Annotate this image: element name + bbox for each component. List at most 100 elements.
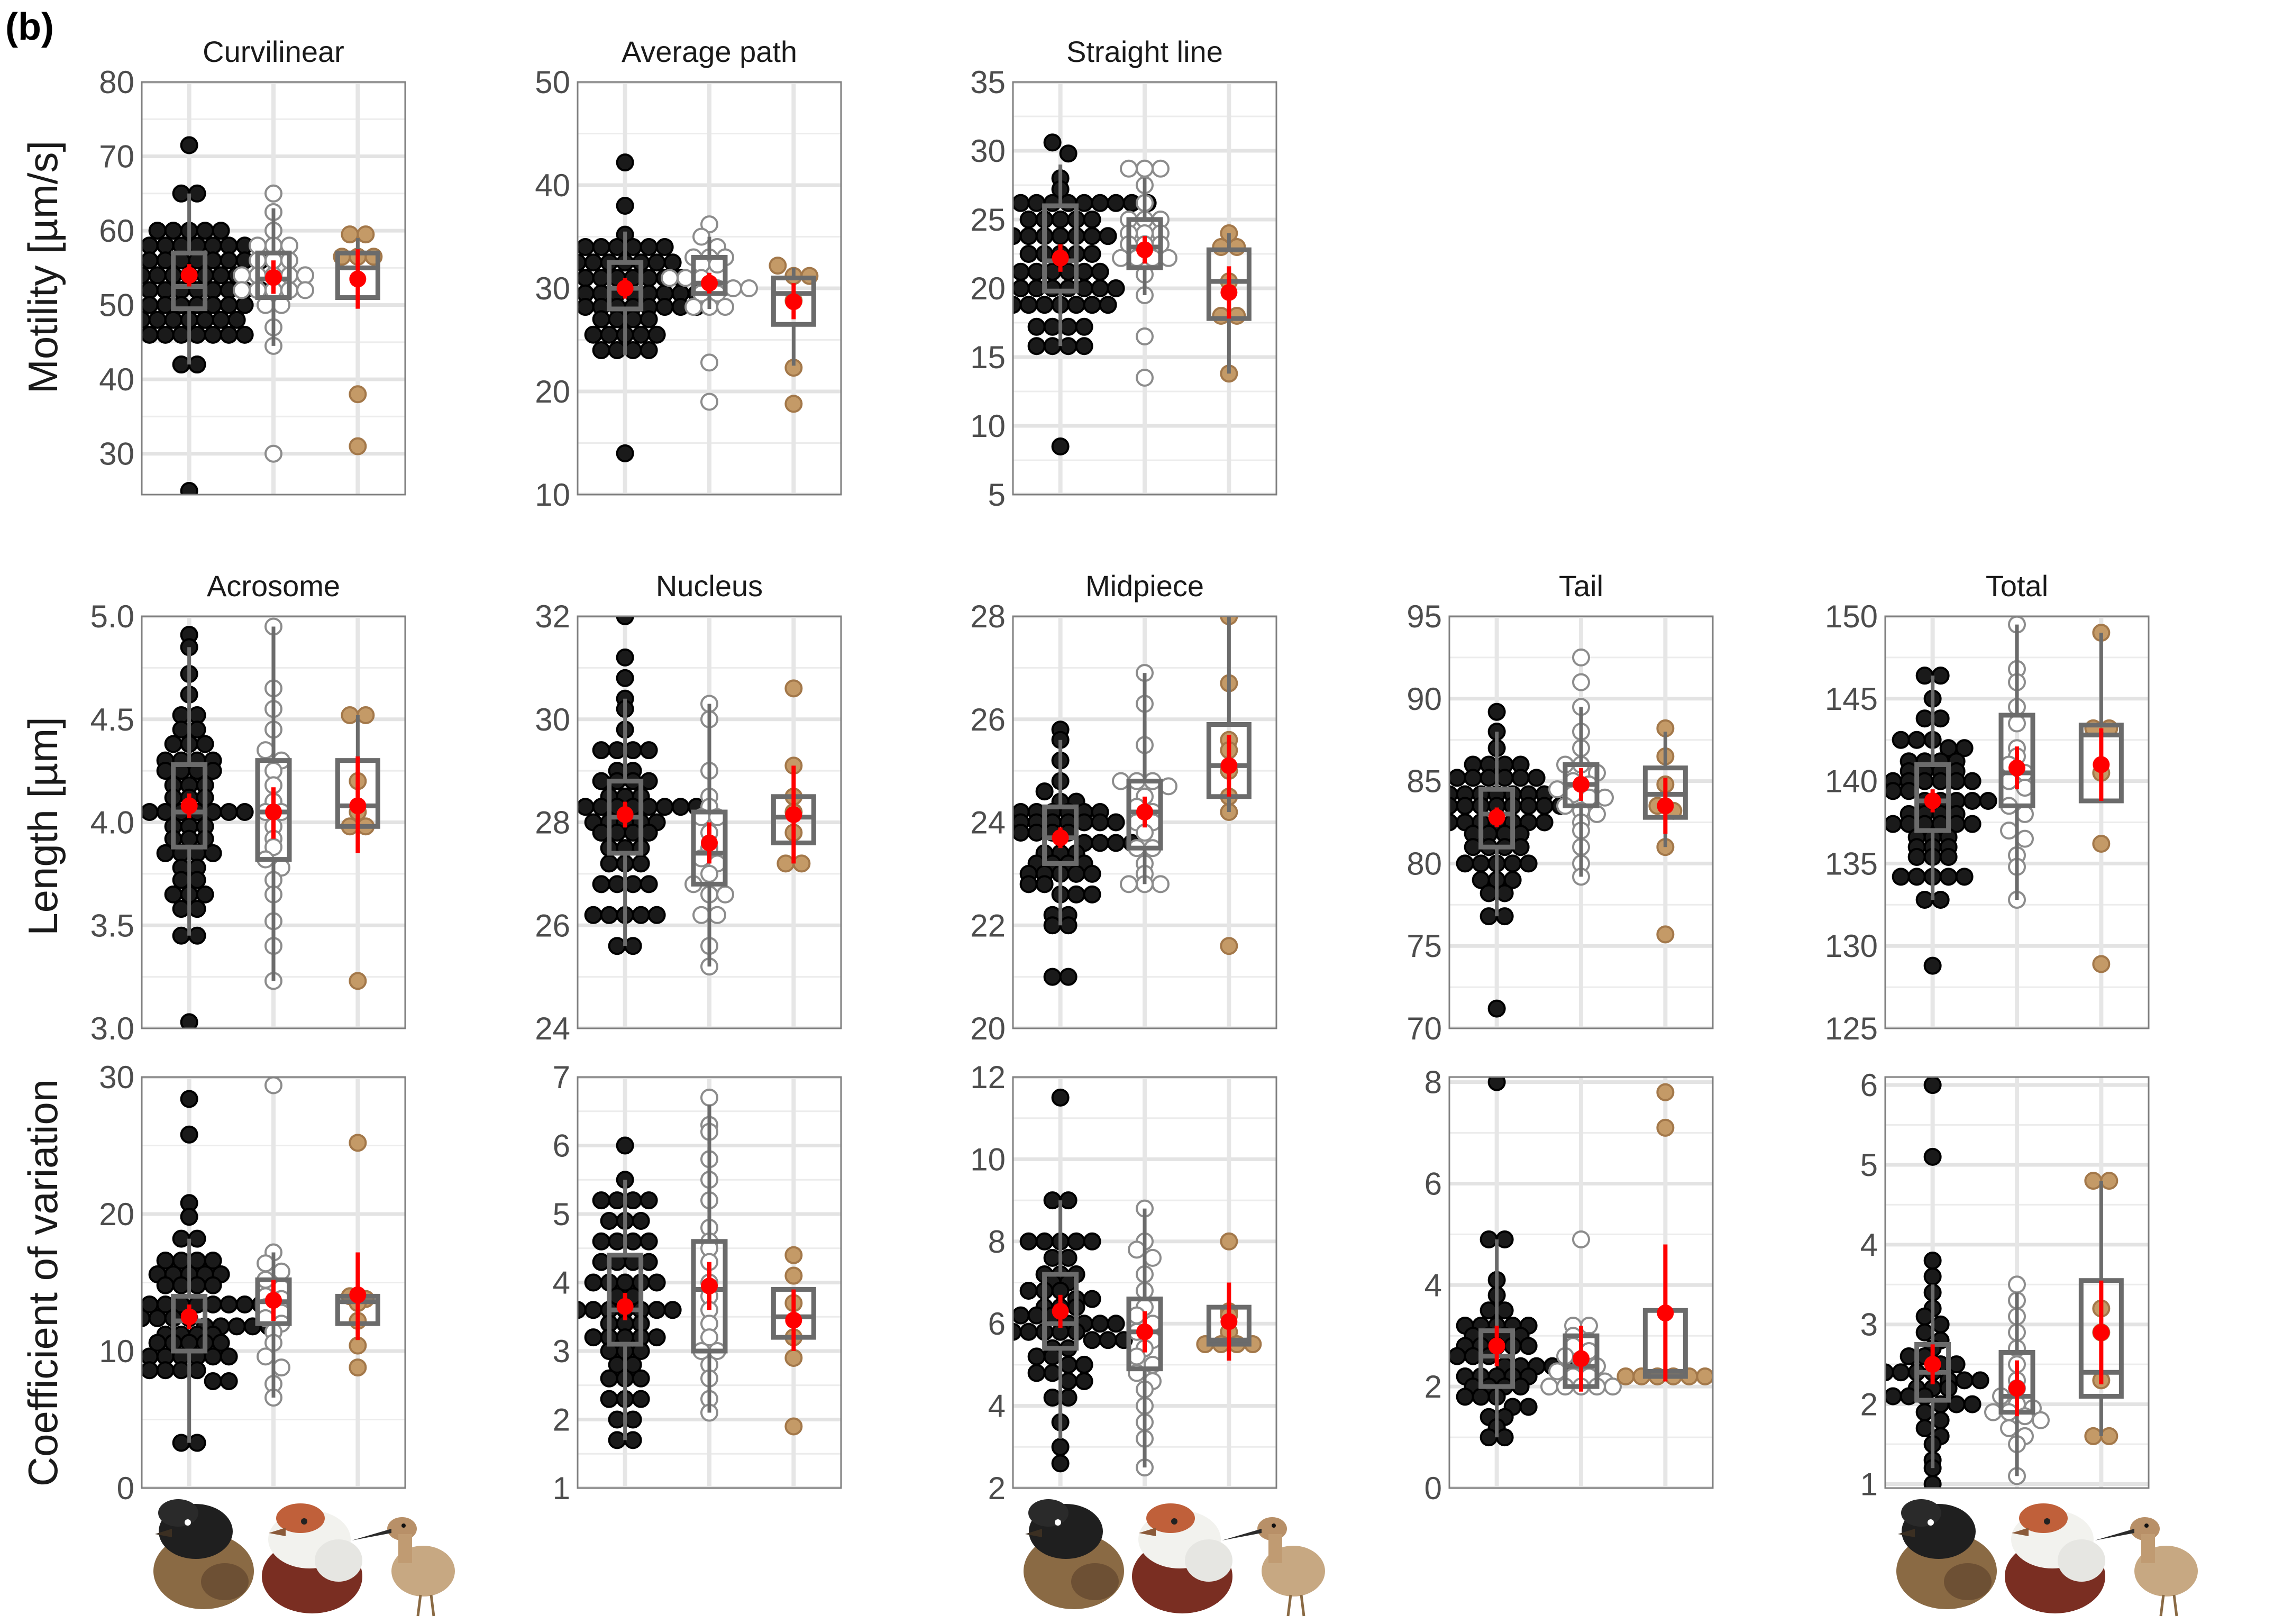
data-point [1051, 437, 1070, 455]
data-point [1503, 871, 1522, 889]
data-point [164, 311, 182, 329]
data-point [1495, 907, 1514, 926]
data-point [784, 679, 803, 698]
group-1 [142, 626, 254, 1028]
data-point [172, 355, 190, 374]
data-point [1083, 1290, 1101, 1308]
mean-point [180, 267, 198, 284]
data-point [2084, 1427, 2103, 1445]
data-point [1495, 884, 1514, 902]
data-point [204, 1372, 222, 1390]
data-point [1043, 1364, 1062, 1382]
group-1 [578, 1136, 682, 1449]
data-point [684, 298, 702, 316]
data-point [172, 1229, 190, 1248]
data-point [1480, 907, 1498, 926]
ruff-independent-male-icon [1024, 1499, 1124, 1609]
data-point [1120, 159, 1138, 178]
data-point [1519, 797, 1538, 815]
data-point [1939, 868, 1958, 886]
data-point [608, 1431, 626, 1449]
data-point [1495, 1428, 1514, 1447]
mean-point [616, 806, 634, 823]
data-point [172, 1361, 190, 1380]
y-tick-label: 26 [535, 908, 570, 943]
panel-border [577, 1076, 842, 1489]
data-point [1051, 1438, 1070, 1456]
data-point [235, 803, 254, 822]
data-point [624, 937, 642, 955]
data-point [156, 1361, 175, 1380]
data-point [2092, 835, 2111, 853]
data-point [640, 341, 658, 359]
panel-cv-acrosome: 0 10 20 30 [99, 1060, 406, 1506]
data-point [1696, 1367, 1713, 1385]
y-tick-label: 70 [1407, 1011, 1442, 1046]
data-point [1120, 875, 1138, 893]
data-point [1075, 337, 1093, 355]
y-tick-label: 2 [988, 1471, 1006, 1506]
data-point [1212, 238, 1230, 256]
data-point [1027, 337, 1046, 355]
data-point [1043, 1347, 1062, 1366]
data-point [616, 669, 634, 687]
data-point [1963, 1395, 1981, 1413]
group-2 [1548, 648, 1614, 886]
data-point [584, 253, 602, 272]
data-point [188, 325, 206, 344]
y-tick-label: 10 [970, 1142, 1006, 1177]
data-point [1107, 813, 1125, 832]
data-point [1656, 1118, 1675, 1137]
mean-point [1488, 1337, 1505, 1355]
data-point [357, 225, 375, 244]
data-point [624, 1431, 642, 1449]
data-point [616, 444, 634, 462]
data-point [142, 296, 159, 314]
data-point [1923, 1475, 1942, 1488]
data-point [1059, 968, 1077, 986]
panel-border [1012, 1076, 1277, 1489]
data-point [1449, 1352, 1450, 1360]
group-3 [1196, 1232, 1262, 1361]
panel-title: Total [1986, 569, 2048, 603]
panel-plot-area [1885, 616, 2149, 1028]
data-point [647, 906, 666, 924]
data-point [164, 885, 182, 904]
data-point [1075, 1355, 1093, 1374]
y-tick-label: 150 [1825, 599, 1878, 634]
y-tick-label: 5 [553, 1197, 570, 1232]
data-point [624, 238, 642, 256]
mean-point [701, 834, 718, 852]
data-point [142, 236, 159, 255]
y-tick-label: 20 [535, 374, 570, 409]
ruff-faeder-male-icon [2095, 1517, 2198, 1617]
data-point [1220, 937, 1238, 955]
data-point [188, 900, 206, 918]
data-point [212, 1334, 230, 1352]
iqr-box [1998, 713, 2035, 808]
data-point [1136, 327, 1154, 345]
data-point [1099, 296, 1117, 314]
data-point [584, 325, 602, 344]
data-point [188, 1434, 206, 1452]
panel-border [141, 81, 406, 496]
group-2 [661, 215, 758, 411]
panel-cv-tail: 0 2 4 6 8 [1424, 1065, 1714, 1506]
data-point [1923, 1252, 1942, 1270]
data-point [2032, 1411, 2050, 1429]
group-2 [1112, 159, 1177, 387]
data-point [1091, 1315, 1109, 1333]
data-point [204, 844, 222, 862]
data-point [616, 153, 634, 172]
data-point [235, 1295, 254, 1313]
data-point [349, 437, 367, 455]
data-point [227, 1317, 246, 1336]
data-point [1519, 854, 1538, 873]
data-point [1979, 791, 1997, 810]
y-tick-label: 50 [535, 65, 570, 100]
group-2 [255, 617, 292, 990]
data-point [1083, 296, 1101, 314]
data-point [1152, 159, 1170, 178]
data-point [1495, 769, 1514, 787]
data-point [1075, 317, 1093, 336]
